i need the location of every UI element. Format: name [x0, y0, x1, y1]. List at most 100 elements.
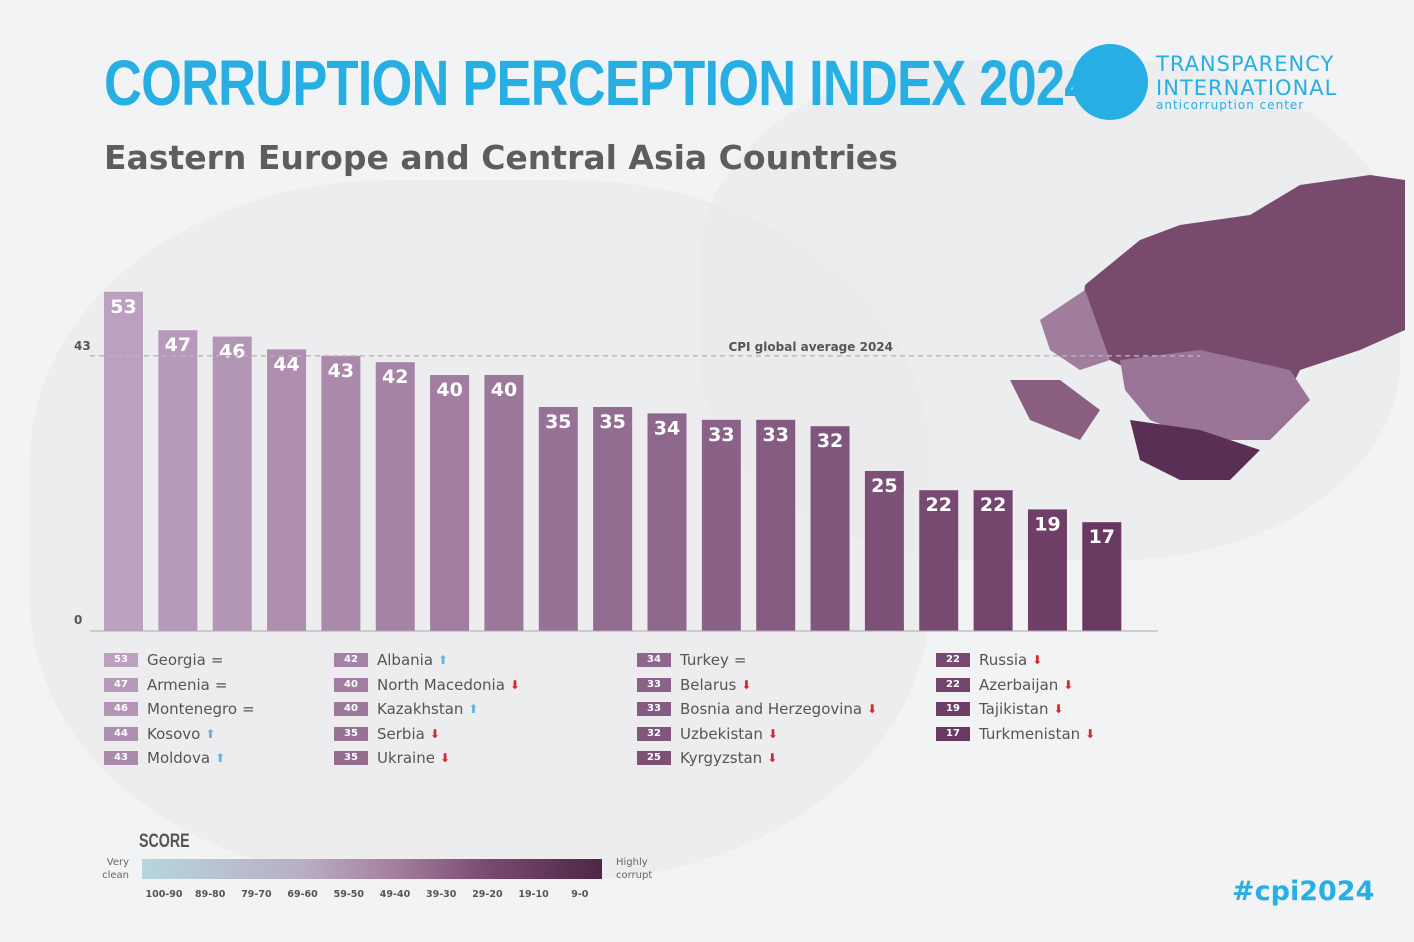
bar-bosnia-and-herzegovina — [756, 419, 796, 631]
country-name: Turkey — [680, 651, 729, 669]
country-name: Georgia — [147, 651, 206, 669]
reference-line-label: CPI global average 2024 — [728, 340, 893, 354]
bar-kyrgyzstan — [864, 471, 904, 631]
country-name: Ukraine — [377, 749, 435, 767]
bar-uzbekistan — [810, 426, 850, 631]
bar-north-macedonia — [430, 375, 470, 631]
region-map — [1010, 175, 1405, 480]
arrow-down-icon: ⬇ — [1032, 653, 1043, 667]
scale-title: SCORE — [139, 831, 190, 852]
scale-tick-label: 79-70 — [241, 889, 272, 900]
country-name: Armenia — [147, 675, 210, 694]
y-tick-label: 0 — [74, 613, 82, 627]
bar-montenegro — [212, 336, 252, 631]
scale-tick-label: 89-80 — [194, 889, 226, 900]
transparency-international-logo: TRANSPARENCY INTERNATIONAL anticorruptio… — [1072, 44, 1372, 124]
equal-icon: = — [210, 651, 224, 669]
scale-tick-label: 39-30 — [425, 889, 457, 900]
bar-ukraine — [593, 407, 633, 631]
scale-tick-label: 69-60 — [287, 889, 318, 900]
score-badge: 40 — [334, 677, 368, 692]
bar-value-label: 47 — [165, 334, 191, 356]
arrow-up-icon: ⬆ — [205, 726, 216, 741]
equal-icon: = — [214, 675, 228, 694]
arrow-down-icon: ⬇ — [767, 726, 778, 741]
bar-value-label: 44 — [273, 353, 299, 375]
score-badge: 42 — [334, 653, 368, 667]
arrow-down-icon: ⬇ — [867, 702, 878, 716]
arrow-down-icon: ⬇ — [1063, 677, 1074, 692]
legend-item: 22 Russia ⬇ — [936, 650, 1042, 670]
scale-right-label: Highly corrupt — [616, 857, 653, 881]
legend-item: 34 Turkey = — [637, 650, 746, 670]
hashtag: #cpi2024 — [1232, 876, 1375, 907]
bar-value-label: 33 — [762, 424, 788, 446]
country-name: North Macedonia — [377, 675, 505, 694]
arrow-down-icon: ⬇ — [1085, 726, 1096, 741]
bar-value-label: 42 — [382, 366, 408, 388]
country-name: Serbia — [377, 724, 425, 743]
legend-item: 35 Serbia ⬇ — [334, 724, 440, 744]
country-name: Kazakhstan — [377, 700, 464, 718]
bar-albania — [375, 362, 415, 631]
scale-tick-label: 29-20 — [472, 889, 503, 900]
score-badge: 43 — [104, 751, 138, 765]
bar-value-label: 35 — [599, 411, 625, 433]
legend-item: 47 Armenia = — [104, 675, 227, 695]
country-name: Bosnia and Herzegovina — [680, 700, 863, 718]
score-badge: 25 — [637, 751, 671, 765]
bar-tajikistan — [1027, 509, 1067, 631]
arrow-up-icon: ⬆ — [468, 702, 479, 716]
bar-moldova — [321, 355, 361, 631]
scale-tick-label: 9-0 — [571, 889, 589, 900]
country-name: Russia — [979, 651, 1028, 669]
arrow-down-icon: ⬇ — [509, 677, 520, 692]
legend-item: 33 Bosnia and Herzegovina ⬇ — [637, 699, 877, 719]
score-badge: 22 — [936, 653, 970, 667]
arrow-down-icon: ⬇ — [767, 751, 778, 765]
country-name: Moldova — [147, 749, 211, 767]
bar-russia — [919, 490, 959, 631]
page-title: CORRUPTION PERCEPTION INDEX 2024 — [104, 47, 1093, 119]
country-name: Albania — [377, 651, 434, 669]
scale-tick-label: 49-40 — [379, 889, 411, 900]
page-subtitle: Eastern Europe and Central Asia Countrie… — [104, 138, 898, 177]
score-badge: 33 — [637, 677, 671, 692]
bar-value-label: 40 — [491, 379, 517, 401]
bar-value-label: 53 — [110, 296, 136, 318]
bar-belarus — [701, 419, 741, 631]
legend-item: 40 Kazakhstan ⬆ — [334, 699, 478, 719]
arrow-up-icon: ⬆ — [438, 653, 449, 667]
legend-item: 17 Turkmenistan ⬇ — [936, 724, 1095, 744]
scale-tick-label: 100-90 — [145, 889, 183, 900]
bar-value-label: 40 — [436, 379, 462, 401]
bar-value-label: 46 — [219, 341, 245, 363]
legend-item: 46 Montenegro = — [104, 699, 255, 719]
country-name: Uzbekistan — [680, 724, 763, 743]
bar-azerbaijan — [973, 490, 1013, 631]
scale-tick-label: 59-50 — [333, 889, 364, 900]
legend-item: 19 Tajikistan ⬇ — [936, 699, 1064, 719]
score-badge: 33 — [637, 702, 671, 716]
country-name: Kosovo — [147, 724, 201, 743]
bar-value-label: 25 — [871, 475, 897, 497]
bar-value-label: 43 — [328, 360, 354, 382]
bar-value-label: 35 — [545, 411, 571, 433]
y-tick-label: 43 — [74, 339, 91, 353]
legend-item: 43 Moldova ⬆ — [104, 748, 225, 768]
equal-icon: = — [733, 651, 747, 669]
score-badge: 17 — [936, 726, 970, 741]
score-badge: 53 — [104, 653, 138, 667]
country-name: Azerbaijan — [979, 675, 1059, 694]
legend-item: 35 Ukraine ⬇ — [334, 748, 450, 768]
bar-kazakhstan — [484, 375, 524, 631]
legend-item: 25 Kyrgyzstan ⬇ — [637, 748, 777, 768]
legend-item: 33 Belarus ⬇ — [637, 675, 751, 695]
country-name: Belarus — [680, 675, 737, 694]
bar-armenia — [158, 330, 198, 631]
bar-value-label: 22 — [980, 494, 1006, 516]
legend-item: 44 Kosovo ⬆ — [104, 724, 215, 744]
legend-item: 22 Azerbaijan ⬇ — [936, 675, 1073, 695]
country-name: Kyrgyzstan — [680, 749, 763, 767]
